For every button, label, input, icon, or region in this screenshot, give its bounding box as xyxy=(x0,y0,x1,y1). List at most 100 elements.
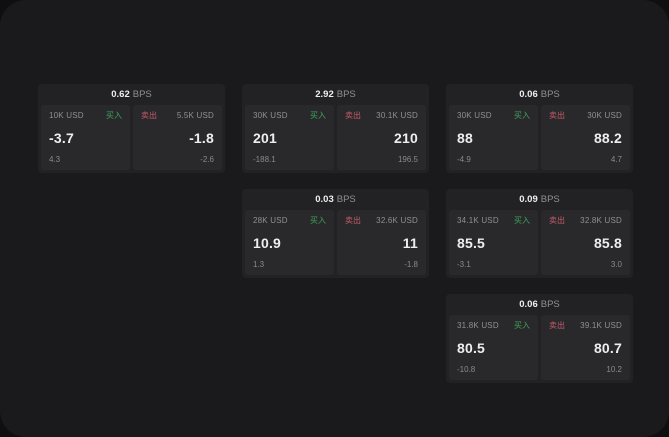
buy-price: 88 xyxy=(457,130,473,146)
card-header: 0.62 BPS xyxy=(38,84,225,105)
quote-card: 0.62 BPS 10K USD 买入 -3.7 4.3 卖出 5.5K USD… xyxy=(38,84,225,173)
quotes-grid: 0.62 BPS 10K USD 买入 -3.7 4.3 卖出 5.5K USD… xyxy=(38,84,633,383)
buy-side-label: 买入 xyxy=(514,111,530,120)
bps-unit-label: BPS xyxy=(336,193,356,205)
buy-panel[interactable]: 30K USD 买入 201 -188.1 xyxy=(245,105,334,170)
bps-value: 0.06 xyxy=(519,298,538,310)
card-body: 34.1K USD 买入 85.5 -3.1 卖出 32.8K USD 85.8… xyxy=(446,210,633,278)
bps-unit-label: BPS xyxy=(336,88,356,100)
sell-panel[interactable]: 卖出 30K USD 88.2 4.7 xyxy=(541,105,630,170)
sell-amount: 30K USD xyxy=(587,111,622,120)
sell-panel-top: 卖出 5.5K USD xyxy=(141,112,214,120)
sell-price: 210 xyxy=(394,130,418,146)
bps-value: 0.06 xyxy=(519,88,538,100)
sell-delta: -1.8 xyxy=(404,260,418,269)
sell-side-label: 卖出 xyxy=(345,111,361,120)
sell-price: 11 xyxy=(402,235,418,251)
card-header: 0.09 BPS xyxy=(446,189,633,210)
sell-side-label: 卖出 xyxy=(549,321,565,330)
buy-delta: -4.9 xyxy=(457,155,471,164)
bps-value: 0.62 xyxy=(111,88,130,100)
buy-amount: 34.1K USD xyxy=(457,216,499,225)
buy-delta: -3.1 xyxy=(457,260,471,269)
buy-price: 80.5 xyxy=(457,340,486,356)
sell-delta: 3.0 xyxy=(610,260,622,269)
sell-amount: 39.1K USD xyxy=(580,321,622,330)
card-header: 2.92 BPS xyxy=(242,84,429,105)
card-body: 30K USD 买入 201 -188.1 卖出 30.1K USD 210 1… xyxy=(242,105,429,173)
buy-panel-top: 28K USD 买入 xyxy=(253,217,326,225)
card-body: 10K USD 买入 -3.7 4.3 卖出 5.5K USD -1.8 -2.… xyxy=(38,105,225,173)
sell-price: 80.7 xyxy=(593,340,622,356)
buy-panel[interactable]: 30K USD 买入 88 -4.9 xyxy=(449,105,538,170)
buy-side-label: 买入 xyxy=(106,111,122,120)
buy-side-label: 买入 xyxy=(514,216,530,225)
sell-delta: 10.2 xyxy=(606,365,622,374)
buy-amount: 30K USD xyxy=(253,111,288,120)
quote-card: 0.06 BPS 30K USD 买入 88 -4.9 卖出 30K USD 8… xyxy=(446,84,633,173)
bps-value: 0.09 xyxy=(519,193,538,205)
sell-amount: 32.6K USD xyxy=(376,216,418,225)
buy-side-label: 买入 xyxy=(310,111,326,120)
card-body: 28K USD 买入 10.9 1.3 卖出 32.6K USD 11 -1.8 xyxy=(242,210,429,278)
sell-side-label: 卖出 xyxy=(549,111,565,120)
sell-price: -1.8 xyxy=(189,130,214,146)
sell-amount: 5.5K USD xyxy=(176,111,214,120)
buy-side-label: 买入 xyxy=(310,216,326,225)
sell-panel[interactable]: 卖出 32.8K USD 85.8 3.0 xyxy=(541,210,630,275)
quote-card: 0.03 BPS 28K USD 买入 10.9 1.3 卖出 32.6K US… xyxy=(242,189,429,278)
buy-price: 85.5 xyxy=(457,235,486,251)
sell-panel[interactable]: 卖出 32.6K USD 11 -1.8 xyxy=(337,210,426,275)
buy-amount: 30K USD xyxy=(457,111,492,120)
bps-unit-label: BPS xyxy=(540,298,560,310)
sell-price: 85.8 xyxy=(593,235,622,251)
buy-amount: 28K USD xyxy=(253,216,288,225)
buy-price: 201 xyxy=(253,130,277,146)
buy-delta: 4.3 xyxy=(49,155,61,164)
sell-price: 88.2 xyxy=(593,130,622,146)
sell-panel-top: 卖出 30K USD xyxy=(549,112,622,120)
bps-value: 2.92 xyxy=(315,88,334,100)
card-header: 0.03 BPS xyxy=(242,189,429,210)
sell-delta: 4.7 xyxy=(610,155,622,164)
bps-unit-label: BPS xyxy=(540,193,560,205)
sell-panel[interactable]: 卖出 5.5K USD -1.8 -2.6 xyxy=(133,105,222,170)
sell-panel-top: 卖出 32.6K USD xyxy=(345,217,418,225)
buy-panel[interactable]: 34.1K USD 买入 85.5 -3.1 xyxy=(449,210,538,275)
sell-panel-top: 卖出 30.1K USD xyxy=(345,112,418,120)
buy-panel[interactable]: 31.8K USD 买入 80.5 -10.8 xyxy=(449,315,538,380)
buy-panel-top: 34.1K USD 买入 xyxy=(457,217,530,225)
buy-panel[interactable]: 28K USD 买入 10.9 1.3 xyxy=(245,210,334,275)
bps-value: 0.03 xyxy=(315,193,334,205)
buy-price: 10.9 xyxy=(253,235,282,251)
sell-side-label: 卖出 xyxy=(549,216,565,225)
bps-unit-label: BPS xyxy=(132,88,152,100)
sell-panel[interactable]: 卖出 30.1K USD 210 196.5 xyxy=(337,105,426,170)
card-body: 30K USD 买入 88 -4.9 卖出 30K USD 88.2 4.7 xyxy=(446,105,633,173)
buy-panel-top: 30K USD 买入 xyxy=(457,112,530,120)
buy-side-label: 买入 xyxy=(514,321,530,330)
quote-card: 0.06 BPS 31.8K USD 买入 80.5 -10.8 卖出 39.1… xyxy=(446,294,633,383)
sell-side-label: 卖出 xyxy=(345,216,361,225)
sell-amount: 30.1K USD xyxy=(376,111,418,120)
sell-delta: 196.5 xyxy=(397,155,418,164)
sell-amount: 32.8K USD xyxy=(580,216,622,225)
bps-unit-label: BPS xyxy=(540,88,560,100)
sell-panel[interactable]: 卖出 39.1K USD 80.7 10.2 xyxy=(541,315,630,380)
buy-price: -3.7 xyxy=(49,130,74,146)
sell-delta: -2.6 xyxy=(200,155,214,164)
buy-delta: -188.1 xyxy=(253,155,276,164)
quote-card: 2.92 BPS 30K USD 买入 201 -188.1 卖出 30.1K … xyxy=(242,84,429,173)
buy-amount: 31.8K USD xyxy=(457,321,499,330)
buy-delta: -10.8 xyxy=(457,365,476,374)
sell-side-label: 卖出 xyxy=(141,111,157,120)
buy-panel-top: 31.8K USD 买入 xyxy=(457,322,530,330)
card-body: 31.8K USD 买入 80.5 -10.8 卖出 39.1K USD 80.… xyxy=(446,315,633,383)
buy-delta: 1.3 xyxy=(253,260,265,269)
card-header: 0.06 BPS xyxy=(446,84,633,105)
sell-panel-top: 卖出 39.1K USD xyxy=(549,322,622,330)
sell-panel-top: 卖出 32.8K USD xyxy=(549,217,622,225)
buy-panel-top: 10K USD 买入 xyxy=(49,112,122,120)
buy-panel[interactable]: 10K USD 买入 -3.7 4.3 xyxy=(41,105,130,170)
